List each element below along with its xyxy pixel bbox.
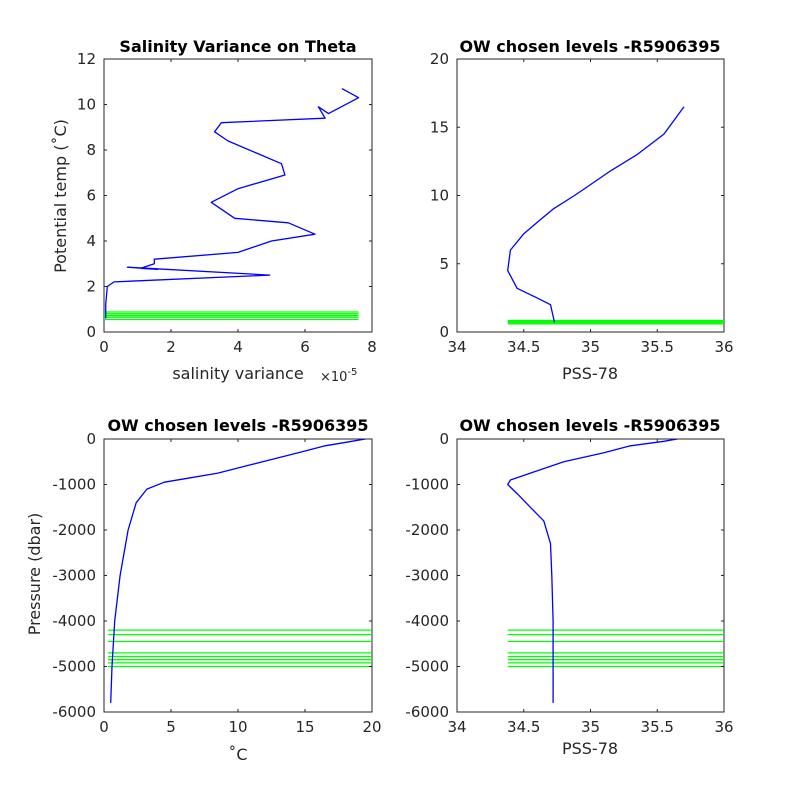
y-tick-label: -6000 [52, 703, 96, 721]
chart-title: OW chosen levels -R5906395 [459, 37, 720, 56]
series-group [104, 88, 360, 321]
x-tick-label: 15 [295, 718, 314, 736]
series-group [507, 106, 724, 325]
x-tick-label: 5 [166, 718, 176, 736]
x-tick-label: 35 [581, 718, 600, 736]
plot-area [103, 58, 373, 333]
y-tick-label: 2 [86, 278, 96, 296]
x-axis-label: salinity variance [172, 364, 303, 383]
y-tick-label: 4 [86, 232, 96, 250]
x-axis-multiplier: ×10-5 [320, 367, 357, 385]
y-tick-label: -3000 [405, 567, 449, 585]
y-tick-label: 8 [86, 141, 96, 159]
x-tick-label: 20 [362, 718, 381, 736]
x-axis-label: PSS-78 [562, 739, 618, 758]
chart-salinity-variance: Salinity Variance on Theta salinity vari… [51, 37, 377, 385]
y-tick-label: -4000 [52, 612, 96, 630]
y-tick-label: 0 [86, 323, 96, 341]
y-tick-label: 12 [77, 50, 96, 68]
series-line [105, 88, 360, 319]
series-line [110, 439, 366, 703]
chart-pressure-temperature: OW chosen levels -R5906395 ˚C Pressure (… [25, 416, 382, 764]
x-tick-label: 36 [714, 338, 733, 356]
y-tick-label: -1000 [52, 476, 96, 494]
y-tick-label: -1000 [405, 476, 449, 494]
x-tick-label: 36 [714, 718, 733, 736]
x-tick-label: 0 [99, 338, 109, 356]
y-tick-label: -6000 [405, 703, 449, 721]
x-tick-label: 34.5 [507, 338, 540, 356]
x-axis-multiplier-base: ×10 [320, 370, 347, 385]
series-group [507, 439, 724, 703]
y-tick-label: -4000 [405, 612, 449, 630]
series-line [507, 106, 685, 323]
y-tick-label: 15 [430, 118, 449, 136]
x-axis-multiplier-exponent: -5 [347, 367, 357, 378]
x-tick-label: 35.5 [641, 718, 674, 736]
chart-pressure-salinity: OW chosen levels -R5906395 PSS-78 34 34.5… [405, 416, 733, 758]
y-tick-label: 20 [430, 50, 449, 68]
y-tick-label: 5 [439, 255, 449, 273]
chart-theta-salinity: OW chosen levels -R5906395 PSS-78 34 34.5… [430, 37, 734, 383]
y-tick-label: -2000 [405, 521, 449, 539]
y-tick-label: -5000 [405, 658, 449, 676]
chart-title: OW chosen levels -R5906395 [107, 416, 368, 435]
x-axis-label: PSS-78 [562, 364, 618, 383]
x-tick-label: 6 [300, 338, 310, 356]
x-tick-label: 34 [447, 338, 466, 356]
x-tick-label: 8 [367, 338, 377, 356]
y-tick-label: 0 [439, 323, 449, 341]
chart-title: Salinity Variance on Theta [119, 37, 356, 56]
y-tick-label: -2000 [52, 521, 96, 539]
x-tick-label: 34.5 [507, 718, 540, 736]
plot-area [456, 438, 725, 713]
x-tick-label: 4 [233, 338, 243, 356]
x-axis-label: ˚C [228, 745, 247, 764]
x-tick-label: 34 [447, 718, 466, 736]
x-tick-label: 0 [99, 718, 109, 736]
x-tick-label: 35 [581, 338, 600, 356]
y-axis-label: Potential temp (˚C) [51, 119, 70, 273]
y-tick-label: 6 [86, 187, 96, 205]
y-tick-label: -5000 [52, 658, 96, 676]
plot-area [456, 58, 725, 333]
plot-area [103, 438, 373, 713]
y-axis-label: Pressure (dbar) [25, 513, 44, 636]
y-tick-label: 10 [430, 187, 449, 205]
y-tick-label: 0 [439, 430, 449, 448]
y-tick-label: 0 [86, 430, 96, 448]
x-tick-label: 2 [166, 338, 176, 356]
x-tick-label: 35.5 [641, 338, 674, 356]
chart-title: OW chosen levels -R5906395 [459, 416, 720, 435]
y-tick-label: 10 [77, 96, 96, 114]
y-tick-label: -3000 [52, 567, 96, 585]
series-group [108, 439, 372, 703]
series-line [507, 439, 678, 703]
x-tick-label: 10 [228, 718, 247, 736]
